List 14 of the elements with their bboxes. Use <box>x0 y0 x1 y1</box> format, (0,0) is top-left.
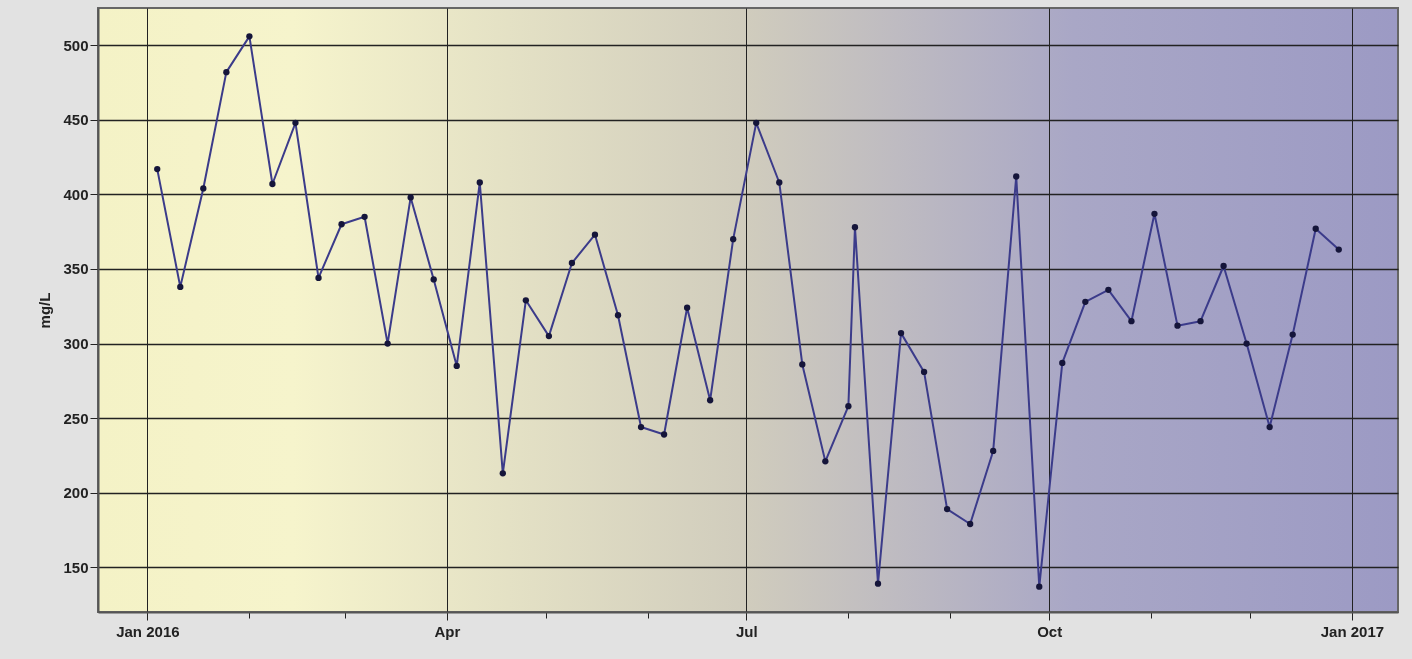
y-tick-label: 250 <box>63 409 89 427</box>
y-tick-label: 400 <box>63 185 89 203</box>
y-tick-label: 200 <box>63 484 89 502</box>
y-tick-label: 350 <box>63 260 89 278</box>
y-axis-title: mg/L <box>36 292 54 329</box>
x-tick-label: Jul <box>736 622 758 640</box>
x-tick-label: Jan 2017 <box>1320 622 1385 640</box>
x-tick-label: Oct <box>1037 622 1063 640</box>
y-tick-label: 300 <box>63 335 89 353</box>
x-tick-label: Jan 2016 <box>116 622 180 640</box>
x-tick-label: Apr <box>434 622 461 640</box>
y-tick-label: 150 <box>63 558 89 576</box>
y-tick-label: 500 <box>63 36 89 54</box>
y-tick-label: 450 <box>63 111 89 129</box>
